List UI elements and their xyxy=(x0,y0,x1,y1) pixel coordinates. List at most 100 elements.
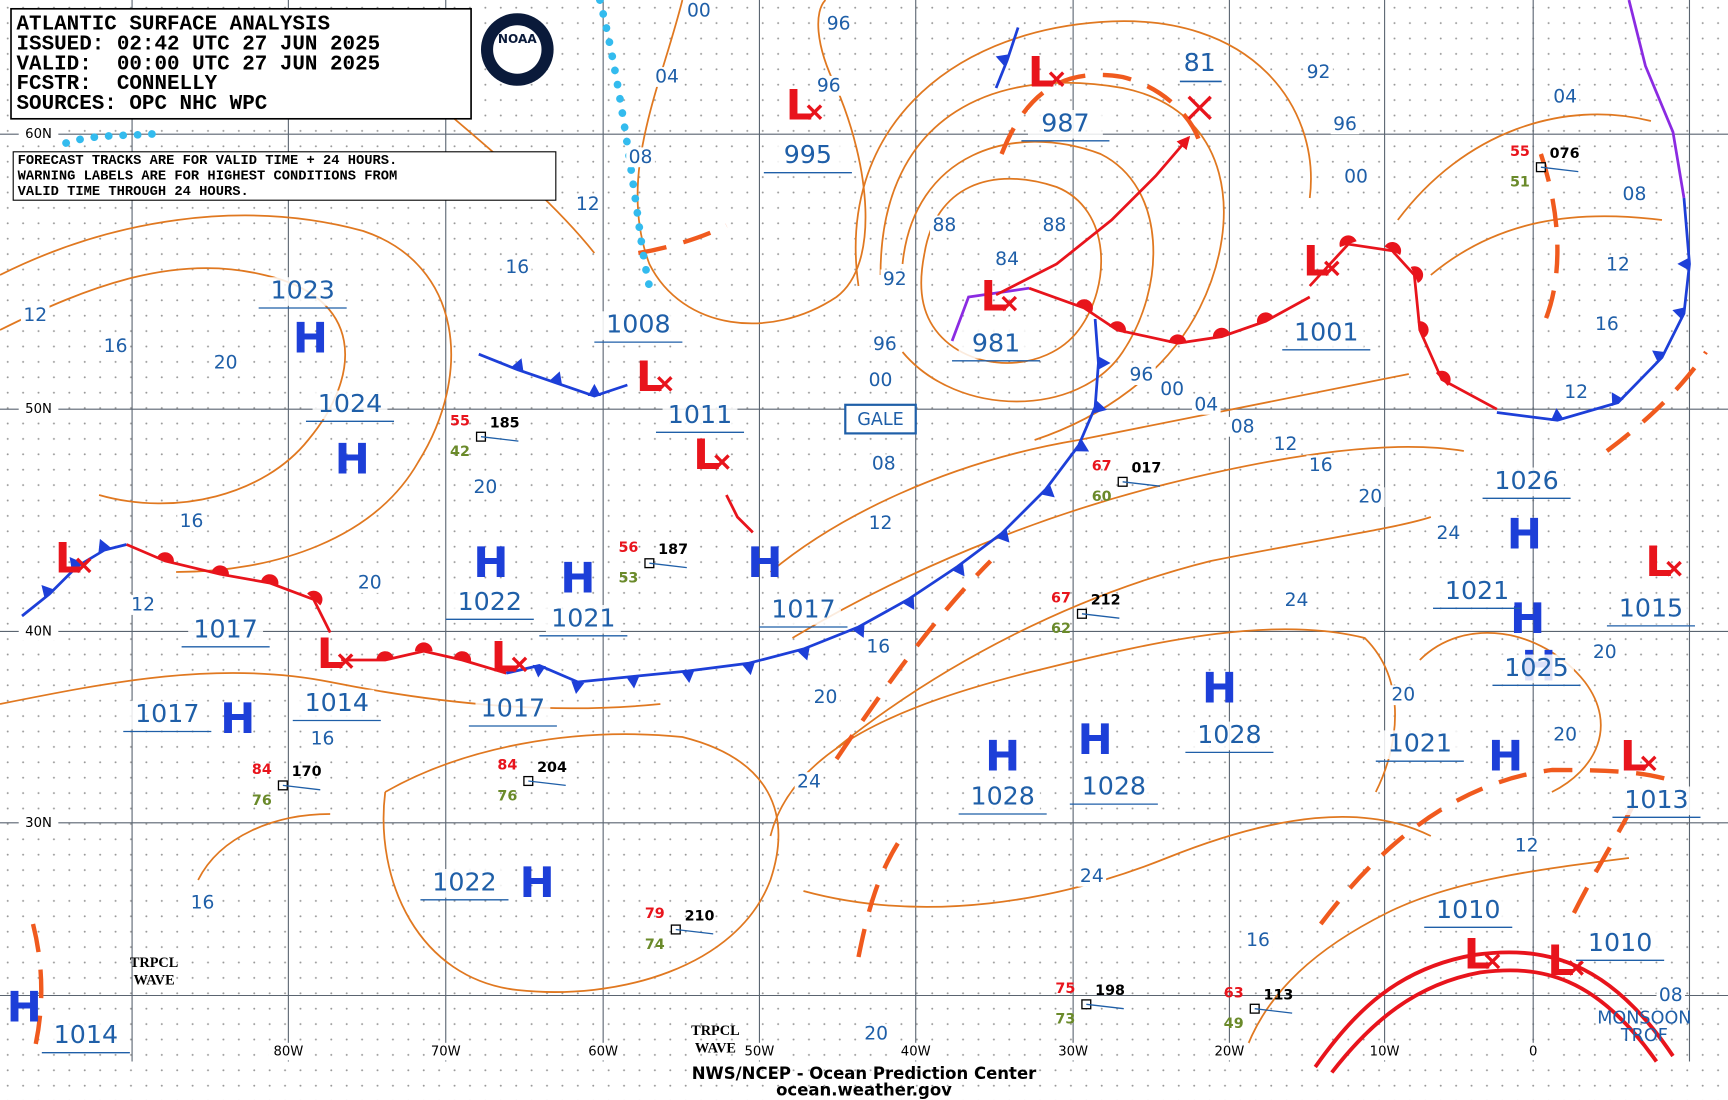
pressure-label: 1017 xyxy=(135,699,199,728)
pressure-bg xyxy=(1430,896,1506,926)
isobar-label: 20 xyxy=(864,1024,888,1045)
pressure-label: 1014 xyxy=(305,688,369,717)
annotation: WAVE xyxy=(695,1041,736,1057)
low-letter: L xyxy=(1028,47,1055,96)
lon-label-bg xyxy=(583,1042,623,1061)
isobar-label: 16 xyxy=(1595,314,1619,335)
isobar-label-bg xyxy=(1550,724,1580,745)
wind-barb xyxy=(282,784,321,791)
high-letter: H xyxy=(747,538,782,587)
isobar-label: 92 xyxy=(1307,62,1331,83)
pressure-label: 1013 xyxy=(1624,785,1688,814)
lon-label: 60W xyxy=(588,1045,618,1060)
lon-label: 0 xyxy=(1529,1045,1537,1060)
station-temp: 55 xyxy=(450,413,470,429)
pressure-bg xyxy=(1076,773,1152,802)
isobar-label-bg xyxy=(1341,167,1371,187)
lon-label: 30W xyxy=(1058,1045,1088,1060)
isobar-label: 16 xyxy=(866,636,890,657)
pressure-label: 1023 xyxy=(270,276,334,305)
isobar-label-bg xyxy=(101,336,130,357)
station-dewpoint: 53 xyxy=(618,571,638,587)
isobar-label: 00 xyxy=(687,1,711,22)
lat-label-bg xyxy=(18,125,59,143)
lat-label: 40N xyxy=(25,624,52,639)
annotation: MONSOON xyxy=(1597,1009,1691,1029)
pressure-label: 1025 xyxy=(1504,653,1568,682)
forecast-track xyxy=(995,135,1191,297)
low-letter: L xyxy=(1645,537,1672,586)
isobar-label-bg xyxy=(866,513,895,534)
isobar-label: 08 xyxy=(1659,985,1683,1006)
pressure-bg xyxy=(1582,929,1658,959)
low-letter: L xyxy=(1620,732,1647,781)
pressure-label: 1008 xyxy=(606,310,670,339)
isobar-label: 96 xyxy=(817,75,841,96)
wind-barb xyxy=(1254,1008,1293,1014)
isobar-label-bg xyxy=(211,353,240,373)
isobar-label: 12 xyxy=(1564,382,1588,403)
isobar-label-bg xyxy=(1306,455,1336,476)
isobar-label: 20 xyxy=(214,353,238,374)
isobar-label-bg xyxy=(1304,62,1333,83)
pressure-bg xyxy=(299,689,375,719)
lat-label: 60N xyxy=(25,127,52,142)
pressure-label: 1021 xyxy=(551,603,615,632)
isobar-label-bg xyxy=(880,269,910,290)
station-dewpoint: 42 xyxy=(450,444,470,460)
station-pressure: 187 xyxy=(658,542,688,558)
low-letter: L xyxy=(491,633,518,682)
high-letter: H xyxy=(1507,509,1542,558)
pressure-bg xyxy=(1382,730,1458,759)
isobar-label-bg xyxy=(1157,379,1187,400)
low-letter: L xyxy=(693,430,720,479)
low-letter: L xyxy=(55,534,82,583)
pressure-label: 1017 xyxy=(771,595,835,624)
station-pressure: 204 xyxy=(537,760,567,776)
station-temp: 75 xyxy=(1055,981,1075,997)
station-temp: 84 xyxy=(252,762,272,778)
pressure-label: 1010 xyxy=(1588,928,1652,957)
isobar-label-bg xyxy=(861,1024,891,1044)
pressure-label: 1028 xyxy=(970,782,1034,811)
center-x xyxy=(1640,755,1657,772)
pressure-bg xyxy=(1489,467,1565,497)
isobar-label-bg xyxy=(824,14,853,35)
isobar-label: 24 xyxy=(797,772,821,793)
annotation: TRPCL xyxy=(691,1023,739,1039)
lon-label: 70W xyxy=(431,1045,461,1060)
pressure-bg xyxy=(600,311,676,340)
lon-label: 80W xyxy=(273,1045,303,1060)
isobar-label-bg xyxy=(870,334,900,355)
logo-text: NOAA xyxy=(498,32,537,46)
isobar-label: 12 xyxy=(869,513,893,534)
pressure-bg xyxy=(452,588,528,618)
notice-line: FORECAST TRACKS ARE FOR VALID TIME + 24 … xyxy=(18,154,398,169)
lat-label: 50N xyxy=(25,402,52,417)
lat-label-bg xyxy=(18,400,59,418)
isobar-label: 20 xyxy=(1553,724,1577,745)
isobar-label-bg xyxy=(1389,685,1418,706)
isobar-label: 08 xyxy=(1231,416,1255,437)
station-dewpoint: 49 xyxy=(1224,1016,1244,1032)
ice-edge xyxy=(62,0,656,301)
station-pressure: 113 xyxy=(1264,988,1294,1004)
wind-barb xyxy=(1086,1003,1124,1010)
high-letter: H xyxy=(1078,715,1113,764)
isobar-label: 00 xyxy=(869,370,893,391)
isobar-label-bg xyxy=(177,511,206,532)
high-letter: H xyxy=(560,553,595,602)
lon-label-bg xyxy=(268,1042,309,1061)
station-pressure: 210 xyxy=(685,908,715,924)
center-x xyxy=(806,104,823,120)
high-letter: H xyxy=(1202,663,1237,712)
isobar-label: 08 xyxy=(629,147,653,168)
isobar-label: 16 xyxy=(104,336,128,357)
wind-barb xyxy=(1081,613,1120,619)
isobar-label: 20 xyxy=(1593,642,1617,663)
center-x xyxy=(657,376,673,392)
pressure-bg xyxy=(1288,319,1364,348)
isobar-label: 24 xyxy=(1437,523,1461,544)
station-temp: 55 xyxy=(1510,144,1530,160)
